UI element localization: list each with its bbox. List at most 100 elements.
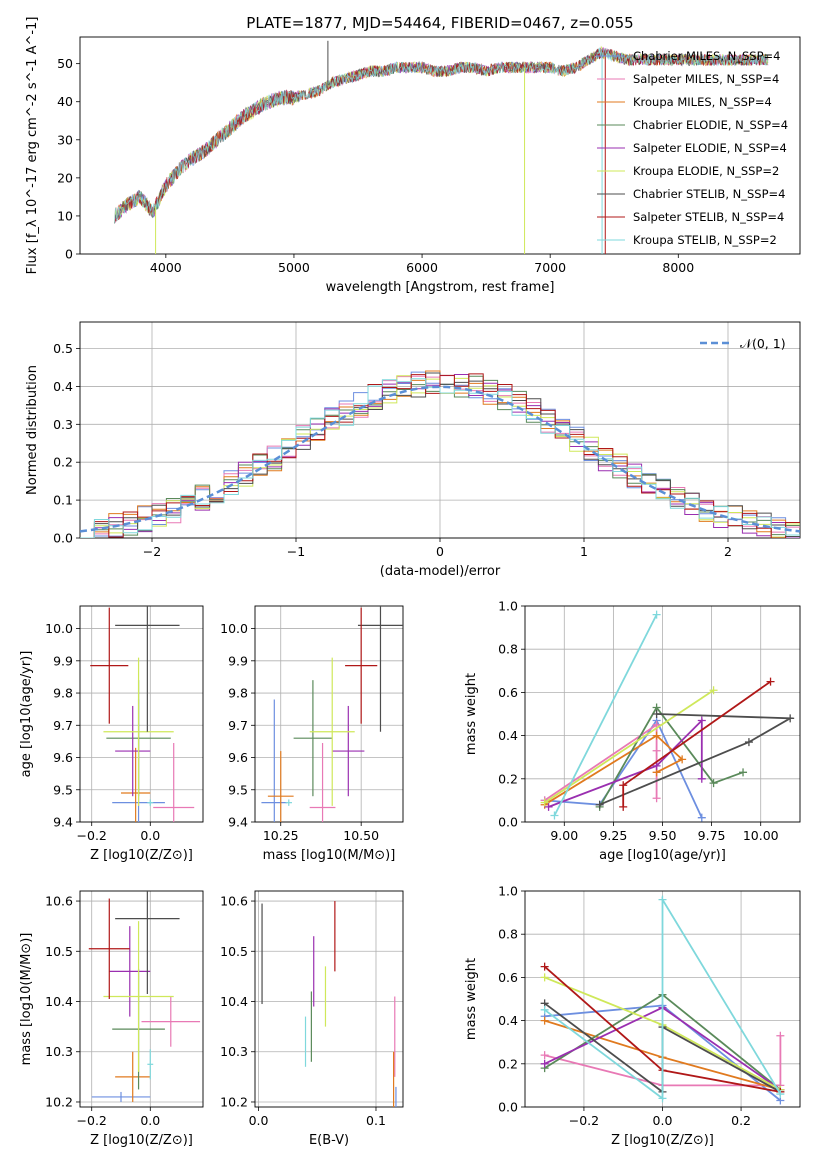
panel-age_vs_mass: 10.25 10.50 9.4 9.5 9.6 9.7 9.8 9.9 10.0 mass [lo… <box>220 605 404 863</box>
legend-label: Kroupa ELODIE, N_SSP=2 <box>633 164 779 178</box>
axes-frame <box>79 36 801 255</box>
axes-frame <box>524 605 801 823</box>
y-tick-label: 9.5 <box>228 782 248 797</box>
y-tick-label: 10.4 <box>220 994 248 1009</box>
plot-area <box>540 895 785 1105</box>
weight-marker <box>744 738 753 747</box>
y-axis-label: mass weight <box>464 673 479 755</box>
weight-marker <box>652 731 661 740</box>
x-tick-label: 10.25 <box>263 828 299 843</box>
x-tick-label: 0 <box>436 544 444 559</box>
x-tick-label: 8000 <box>662 260 694 275</box>
plot-area <box>540 610 795 822</box>
plot-area <box>114 40 769 254</box>
y-tick-label: 9.7 <box>53 718 73 733</box>
weight-line-chabrier-miles <box>544 718 703 819</box>
x-axis-label: mass [log10(M/M⊙)] <box>263 848 396 863</box>
y-tick-label: 10.3 <box>220 1044 248 1059</box>
y-tick-label: 0.6 <box>498 685 518 700</box>
weight-marker <box>652 761 661 770</box>
plot-area <box>261 901 397 1107</box>
y-tick-label: 9.6 <box>228 750 248 765</box>
y-tick-label: 10.6 <box>220 894 248 909</box>
y-tick-label: 0.4 <box>498 728 518 743</box>
y-tick-label: 10.5 <box>220 944 248 959</box>
y-tick-label: 0.4 <box>53 379 73 394</box>
x-axis-label: Z [log10(Z/Z⊙)] <box>611 1133 714 1148</box>
weight-marker <box>540 973 549 982</box>
x-tick-label: 9.25 <box>599 828 627 843</box>
x-tick-label: 5000 <box>278 260 310 275</box>
y-tick-label: 9.5 <box>53 782 73 797</box>
plot-area <box>90 606 195 822</box>
x-tick-label: 2 <box>724 544 732 559</box>
x-tick-label: 10.00 <box>743 828 779 843</box>
y-axis-label: mass weight <box>464 958 479 1040</box>
y-tick-label: 9.9 <box>228 653 248 668</box>
x-tick-label: 9.75 <box>698 828 726 843</box>
x-tick-label: 0.0 <box>249 1113 269 1128</box>
weight-marker <box>652 746 661 755</box>
y-axis-label: age [log10(age/yr)] <box>19 651 34 778</box>
weight-line-salpeter-elodie <box>548 718 703 808</box>
y-tick-label: 0.8 <box>498 642 518 657</box>
x-tick-label: −2 <box>143 544 161 559</box>
plot-area <box>261 606 403 822</box>
axes-frame <box>524 890 801 1108</box>
axes-frame <box>79 321 801 539</box>
histogram-kroupa-stelib <box>80 378 800 538</box>
weight-marker <box>652 794 661 803</box>
y-tick-label: 10.3 <box>45 1044 73 1059</box>
plot-area <box>88 891 201 1102</box>
weight-line-chabrier-elodie <box>598 705 744 808</box>
y-tick-label: 10.5 <box>45 944 73 959</box>
axes-frame <box>254 605 404 823</box>
x-tick-label: 6000 <box>406 260 438 275</box>
weight-marker <box>652 710 661 718</box>
weight-line-chabrier-stelib <box>599 713 794 806</box>
panel-weight_vs_age: 9.00 9.25 9.50 9.75 10.00 0.0 0.2 0.4 0.6 0.8 1.0 a… <box>464 599 801 863</box>
weight-marker <box>697 774 706 783</box>
weight-marker <box>540 1016 549 1025</box>
y-tick-label: 40 <box>57 94 73 109</box>
y-tick-label: 0.5 <box>53 341 73 356</box>
legend-label: Kroupa STELIB, N_SSP=2 <box>633 233 777 247</box>
panel-residuals: −2 −1 0 1 2 0.0 0.1 0.2 0.3 0.4 0.5 (data-model)/er… <box>25 321 801 579</box>
y-tick-label: 1.0 <box>498 884 518 899</box>
y-tick-label: 9.8 <box>53 686 73 701</box>
y-tick-label: 9.8 <box>228 686 248 701</box>
x-axis-label: (data-model)/error <box>380 564 501 579</box>
y-tick-label: 0.2 <box>498 771 518 786</box>
y-tick-label: 20 <box>57 170 73 185</box>
y-tick-label: 0.3 <box>53 417 73 432</box>
x-tick-label: 0.0 <box>140 1113 160 1128</box>
spectrum-line-kroupa-stelib <box>114 47 769 224</box>
axes-frame <box>79 605 204 823</box>
y-tick-label: 0.2 <box>498 1056 518 1071</box>
x-tick-label: 9.00 <box>550 828 578 843</box>
weight-marker <box>658 895 667 904</box>
weight-line-kroupa-miles <box>544 734 684 806</box>
x-axis-label: Z [log10(Z/Z⊙)] <box>90 848 193 863</box>
weight-line-kroupa-stelib <box>553 614 658 816</box>
y-tick-label: 10.0 <box>220 621 248 636</box>
x-tick-label: 1 <box>580 544 588 559</box>
y-tick-label: 10.2 <box>45 1094 73 1109</box>
y-tick-label: 0.0 <box>53 531 73 546</box>
x-tick-label: 0.0 <box>140 828 160 843</box>
legend-label: Kroupa MILES, N_SSP=4 <box>633 95 772 109</box>
axes-frame <box>254 890 404 1108</box>
y-tick-label: 30 <box>57 132 73 147</box>
x-tick-label: 0.0 <box>653 1113 673 1128</box>
y-tick-label: 10.6 <box>45 894 73 909</box>
x-tick-label: 0.1 <box>366 1113 386 1128</box>
y-tick-label: 10.0 <box>45 621 73 636</box>
x-tick-label: 10.50 <box>343 828 379 843</box>
weight-marker <box>619 781 628 790</box>
weight-marker <box>658 1094 667 1103</box>
x-tick-label: 4000 <box>150 260 182 275</box>
y-tick-label: 0.1 <box>53 493 73 508</box>
weight-marker <box>709 686 718 695</box>
panel-mass_vs_Z: −0.2 0.0 10.2 10.3 10.4 10.5 10.6 Z [log10(Z/Z⊙… <box>19 890 204 1148</box>
